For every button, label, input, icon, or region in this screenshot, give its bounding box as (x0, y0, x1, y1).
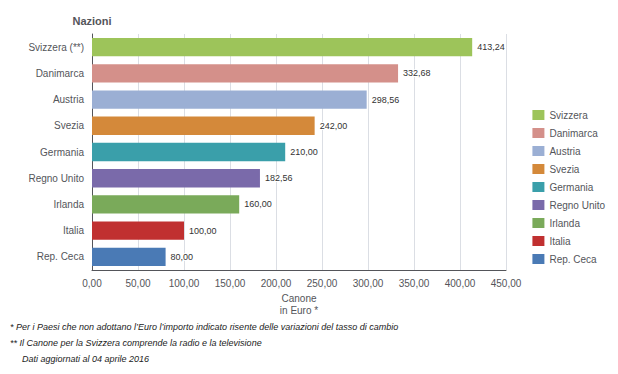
svg-text:350,00: 350,00 (399, 278, 430, 289)
svg-text:Austria: Austria (549, 146, 581, 157)
svg-text:413,24: 413,24 (477, 42, 505, 52)
svg-text:0,00: 0,00 (82, 278, 102, 289)
svg-text:150,00: 150,00 (215, 278, 246, 289)
svg-text:Rep. Ceca: Rep. Ceca (37, 251, 85, 262)
svg-text:250,00: 250,00 (307, 278, 338, 289)
svg-text:* Per i Paesi che non adottano: * Per i Paesi che non adottano l’Euro l’… (10, 322, 398, 332)
svg-text:Rep. Ceca: Rep. Ceca (549, 254, 597, 265)
svg-text:Svezia: Svezia (549, 164, 579, 175)
svg-text:Svizzera (**): Svizzera (**) (28, 42, 84, 53)
svg-text:Germania: Germania (40, 147, 84, 158)
svg-text:200,00: 200,00 (261, 278, 292, 289)
svg-text:Svizzera: Svizzera (549, 110, 588, 121)
svg-text:Irlanda: Irlanda (53, 199, 84, 210)
svg-text:242,00: 242,00 (320, 121, 348, 131)
svg-text:Italia: Italia (63, 225, 85, 236)
svg-text:in Euro *: in Euro * (280, 305, 318, 316)
svg-text:Regno Unito: Regno Unito (549, 200, 605, 211)
svg-text:298,56: 298,56 (372, 95, 400, 105)
svg-text:210,00: 210,00 (290, 147, 318, 157)
svg-text:Irlanda: Irlanda (549, 218, 580, 229)
svg-text:Svezia: Svezia (54, 120, 84, 131)
svg-text:332,68: 332,68 (403, 68, 431, 78)
svg-text:80,00: 80,00 (171, 252, 194, 262)
svg-text:Austria: Austria (53, 94, 85, 105)
svg-text:Canone: Canone (281, 293, 316, 304)
svg-text:Danimarca: Danimarca (36, 68, 85, 79)
svg-text:450,00: 450,00 (491, 278, 522, 289)
svg-text:160,00: 160,00 (244, 199, 272, 209)
svg-text:100,00: 100,00 (189, 226, 217, 236)
svg-text:Germania: Germania (549, 182, 593, 193)
svg-text:Dati aggiornati al 04 aprile 2: Dati aggiornati al 04 aprile 2016 (22, 354, 149, 364)
svg-text:Nazioni: Nazioni (72, 15, 111, 27)
svg-text:Regno Unito: Regno Unito (28, 173, 84, 184)
svg-text:100,00: 100,00 (169, 278, 200, 289)
svg-text:Italia: Italia (549, 236, 571, 247)
svg-text:Danimarca: Danimarca (549, 128, 598, 139)
svg-text:182,56: 182,56 (265, 173, 293, 183)
svg-text:50,00: 50,00 (125, 278, 150, 289)
svg-text:** Il Canone per la Svizzera c: ** Il Canone per la Svizzera comprende l… (10, 338, 262, 348)
svg-text:400,00: 400,00 (445, 278, 476, 289)
svg-text:300,00: 300,00 (353, 278, 384, 289)
